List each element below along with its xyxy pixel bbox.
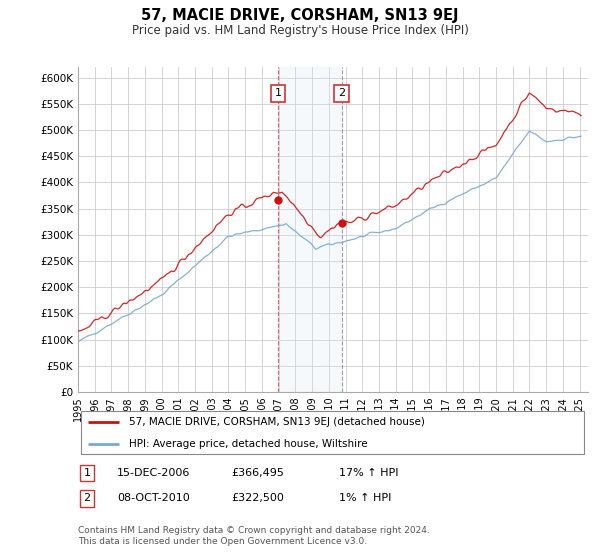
Text: 2: 2 [83,493,91,503]
Bar [278,67,342,392]
Text: 57, MACIE DRIVE, CORSHAM, SN13 9EJ: 57, MACIE DRIVE, CORSHAM, SN13 9EJ [141,8,459,24]
Text: Price paid vs. HM Land Registry's House Price Index (HPI): Price paid vs. HM Land Registry's House … [131,24,469,36]
Text: 1: 1 [83,468,91,478]
Text: 57, MACIE DRIVE, CORSHAM, SN13 9EJ (detached house): 57, MACIE DRIVE, CORSHAM, SN13 9EJ (deta… [129,417,425,427]
Text: 15-DEC-2006: 15-DEC-2006 [117,468,190,478]
Text: 17% ↑ HPI: 17% ↑ HPI [339,468,398,478]
Text: 2: 2 [338,88,346,99]
Text: 1% ↑ HPI: 1% ↑ HPI [339,493,391,503]
FancyBboxPatch shape [80,411,584,454]
Text: 1: 1 [274,88,281,99]
Text: £322,500: £322,500 [231,493,284,503]
Text: HPI: Average price, detached house, Wiltshire: HPI: Average price, detached house, Wilt… [129,438,368,449]
Text: 08-OCT-2010: 08-OCT-2010 [117,493,190,503]
Text: Contains HM Land Registry data © Crown copyright and database right 2024.
This d: Contains HM Land Registry data © Crown c… [78,526,430,546]
Text: £366,495: £366,495 [231,468,284,478]
